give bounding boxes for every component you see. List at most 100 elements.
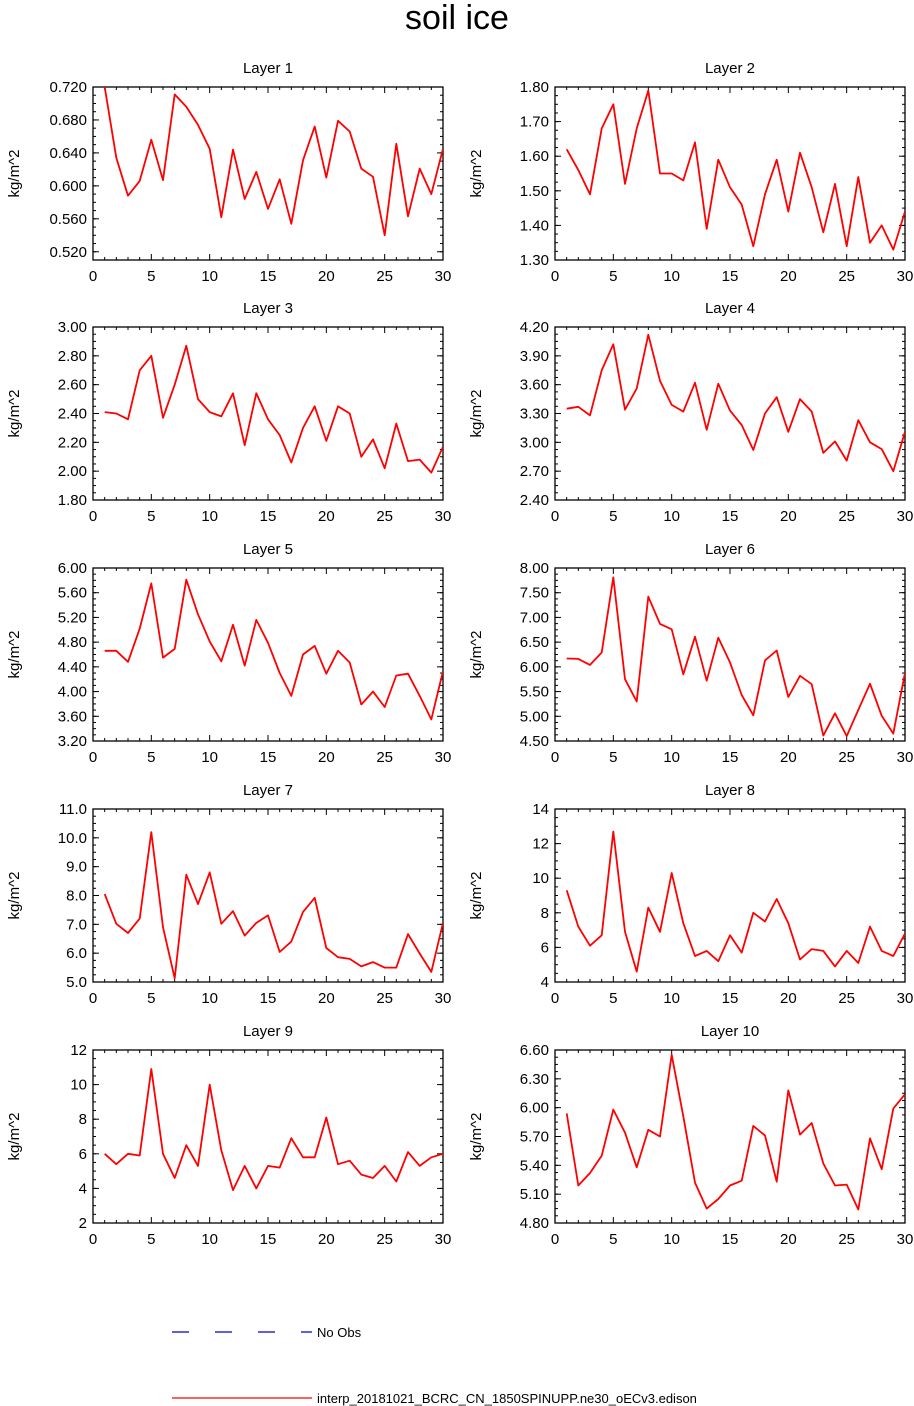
panel-title: Layer 2 bbox=[705, 60, 755, 77]
y-tick-label: 5.40 bbox=[520, 1157, 549, 1174]
y-tick-label: 7.0 bbox=[66, 916, 87, 933]
x-tick-label: 25 bbox=[838, 1231, 855, 1248]
x-tick-label: 30 bbox=[435, 268, 452, 285]
y-tick-label: 10.0 bbox=[58, 830, 87, 847]
x-tick-label: 0 bbox=[551, 508, 559, 525]
x-tick-label: 15 bbox=[722, 1231, 739, 1248]
y-tick-label: 3.00 bbox=[520, 434, 549, 451]
y-tick-label: 5.10 bbox=[520, 1186, 549, 1203]
legend: No Obs interp_20181021_BCRC_CN_1850SPINU… bbox=[172, 1325, 697, 1406]
x-tick-label: 15 bbox=[260, 508, 277, 525]
y-tick-label: 4.80 bbox=[520, 1215, 549, 1232]
chart-panel-2: Layer 2 0 5 10 15 20 25 30 1.30 1.40 1.50 1.60 1.70 1… bbox=[468, 60, 913, 285]
y-tick-label: 2.40 bbox=[520, 492, 549, 509]
y-axis-label: kg/m^2 bbox=[6, 631, 23, 679]
y-tick-label: 2.80 bbox=[58, 348, 87, 365]
plot-frame bbox=[92, 1049, 444, 1224]
x-tick-label: 25 bbox=[376, 990, 393, 1007]
y-tick-label: 6 bbox=[79, 1146, 87, 1163]
x-tick-label: 30 bbox=[435, 749, 452, 766]
y-tick-label: 1.80 bbox=[58, 492, 87, 509]
y-tick-label: 3.60 bbox=[520, 377, 549, 394]
x-tick-label: 25 bbox=[376, 1231, 393, 1248]
y-tick-label: 1.70 bbox=[520, 114, 549, 131]
x-tick-label: 15 bbox=[260, 749, 277, 766]
x-tick-label: 30 bbox=[435, 990, 452, 1007]
series-line-1 bbox=[565, 89, 905, 251]
chart-panel-9: Layer 9 0 5 10 15 20 25 30 2 4 6 8 10 12 kg/m^2 bbox=[6, 1023, 451, 1248]
plot-frame bbox=[554, 86, 906, 261]
x-tick-label: 0 bbox=[89, 749, 97, 766]
plot-frame bbox=[554, 567, 906, 742]
plot-frame bbox=[92, 567, 444, 742]
x-tick-label: 30 bbox=[897, 990, 914, 1007]
y-tick-label: 2.20 bbox=[58, 434, 87, 451]
x-tick-label: 0 bbox=[551, 990, 559, 1007]
x-tick-label: 20 bbox=[780, 749, 797, 766]
x-tick-label: 25 bbox=[838, 749, 855, 766]
y-tick-label: 2 bbox=[79, 1215, 87, 1232]
y-tick-label: 6.00 bbox=[58, 560, 87, 577]
x-tick-label: 15 bbox=[260, 1231, 277, 1248]
y-tick-label: 7.00 bbox=[520, 609, 549, 626]
x-tick-label: 25 bbox=[376, 749, 393, 766]
series-line-1 bbox=[566, 333, 905, 473]
x-tick-label: 5 bbox=[609, 1231, 617, 1248]
x-tick-label: 0 bbox=[551, 749, 559, 766]
x-tick-label: 10 bbox=[663, 508, 680, 525]
y-tick-label: 6.60 bbox=[520, 1042, 549, 1059]
plot-frame bbox=[554, 326, 906, 501]
x-tick-label: 25 bbox=[838, 268, 855, 285]
y-tick-label: 11.0 bbox=[59, 801, 87, 818]
y-tick-label: 5.70 bbox=[520, 1129, 549, 1146]
y-tick-label: 4.40 bbox=[58, 659, 87, 676]
x-tick-label: 0 bbox=[89, 990, 97, 1007]
x-tick-label: 15 bbox=[722, 268, 739, 285]
y-axis-label: kg/m^2 bbox=[468, 150, 485, 198]
y-tick-label: 2.40 bbox=[58, 406, 87, 423]
y-tick-label: 10 bbox=[532, 870, 549, 887]
legend-model-label: interp_20181021_BCRC_CN_1850SPINUPP.ne30… bbox=[317, 1391, 697, 1406]
y-tick-label: 1.60 bbox=[520, 148, 549, 165]
x-tick-label: 20 bbox=[318, 990, 335, 1007]
y-tick-label: 0.520 bbox=[49, 244, 87, 261]
series-line-1 bbox=[565, 1053, 905, 1211]
y-tick-label: 5.00 bbox=[520, 708, 549, 725]
panel-title: Layer 5 bbox=[243, 541, 293, 558]
x-tick-label: 5 bbox=[147, 749, 155, 766]
y-tick-label: 1.40 bbox=[520, 217, 549, 234]
x-tick-label: 30 bbox=[897, 749, 914, 766]
x-tick-label: 10 bbox=[201, 990, 218, 1007]
y-tick-label: 8.0 bbox=[66, 888, 87, 905]
x-tick-label: 30 bbox=[435, 1231, 452, 1248]
x-tick-label: 5 bbox=[609, 268, 617, 285]
x-tick-label: 5 bbox=[147, 990, 155, 1007]
x-tick-label: 5 bbox=[609, 749, 617, 766]
x-tick-label: 15 bbox=[260, 268, 277, 285]
plot-frame bbox=[92, 326, 444, 501]
x-tick-label: 5 bbox=[609, 990, 617, 1007]
chart-panel-10: Layer 10 0 5 10 15 20 25 30 4.80 5.10 5.40 5.70 6.00… bbox=[468, 1023, 913, 1248]
y-tick-label: 4.00 bbox=[58, 684, 87, 701]
panel-title: Layer 8 bbox=[705, 782, 755, 799]
y-tick-label: 6.50 bbox=[520, 634, 549, 651]
x-tick-label: 5 bbox=[147, 508, 155, 525]
y-tick-label: 2.60 bbox=[58, 377, 87, 394]
x-tick-label: 10 bbox=[201, 1231, 218, 1248]
series-line-1 bbox=[566, 576, 905, 737]
y-tick-label: 12 bbox=[70, 1042, 87, 1059]
y-tick-label: 3.90 bbox=[520, 348, 549, 365]
x-tick-label: 20 bbox=[318, 508, 335, 525]
y-tick-label: 3.20 bbox=[58, 733, 87, 750]
y-axis-label: kg/m^2 bbox=[6, 872, 23, 920]
legend-obs-label: No Obs bbox=[317, 1325, 362, 1340]
y-tick-label: 3.30 bbox=[520, 406, 549, 423]
x-tick-label: 0 bbox=[89, 1231, 97, 1248]
panels: Layer 10 5 10 15 20 25 300.5200.5600.6000.6400… bbox=[6, 60, 913, 1248]
x-tick-label: 10 bbox=[201, 508, 218, 525]
y-tick-label: 2.70 bbox=[520, 463, 549, 480]
x-tick-label: 15 bbox=[722, 749, 739, 766]
y-tick-label: 1.80 bbox=[520, 79, 549, 96]
x-tick-label: 30 bbox=[897, 1231, 914, 1248]
x-tick-label: 20 bbox=[780, 1231, 797, 1248]
